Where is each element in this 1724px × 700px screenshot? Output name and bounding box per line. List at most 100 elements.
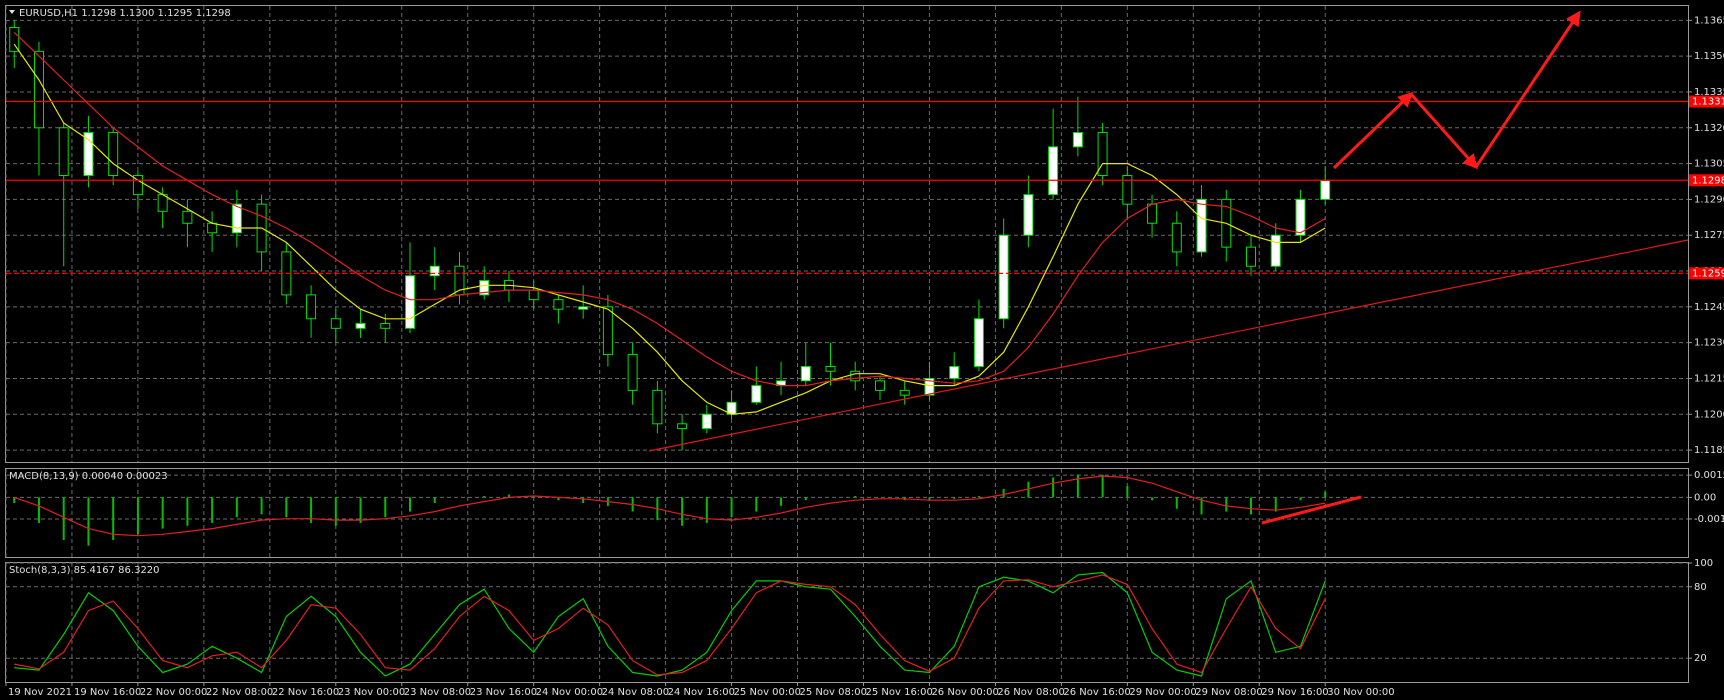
- level-price-tag: [1689, 174, 1724, 187]
- x-tick-label: 22 Nov 16:00: [272, 687, 339, 698]
- y-tick-label: 1.1290: [1694, 194, 1724, 205]
- candle-body: [132, 175, 143, 196]
- y-tick-label: 0.00157: [1694, 470, 1724, 481]
- y-tick-label: 1.1305: [1694, 159, 1724, 170]
- candle-body: [701, 413, 712, 430]
- candle-body: [677, 423, 688, 430]
- y-tick-label: 1.1335: [1694, 87, 1724, 98]
- macd-divergence-line: [1261, 495, 1362, 525]
- forecast-arrow: [1474, 10, 1581, 168]
- candle-body: [924, 377, 935, 396]
- candle-body: [182, 210, 193, 224]
- x-tick-label: 26 Nov 16:00: [1063, 687, 1130, 698]
- x-tick-label: 22 Nov 00:00: [140, 687, 207, 698]
- candle-body: [330, 318, 341, 329]
- y-tick-label: 80: [1694, 582, 1707, 593]
- y-tick-label: 100: [1694, 558, 1713, 569]
- candle-body: [553, 299, 564, 310]
- candle-body: [83, 132, 94, 177]
- candle-body: [231, 203, 242, 234]
- x-tick-label: 23 Nov 16:00: [470, 687, 537, 698]
- forecast-arrow: [1332, 91, 1414, 170]
- level-price-tag: [1689, 95, 1724, 108]
- candle-body: [1147, 203, 1158, 224]
- indicator-line: [13, 31, 1326, 387]
- candle-body: [355, 323, 366, 329]
- candle-body: [751, 385, 762, 403]
- y-tick-label: 1.1215: [1694, 373, 1724, 384]
- x-tick-label: 26 Nov 08:00: [997, 687, 1064, 698]
- level-price-label: 1.1331: [1692, 96, 1724, 107]
- candle-body: [33, 50, 44, 129]
- candle-body: [380, 323, 391, 329]
- level-price-tag: [1689, 267, 1724, 280]
- candle-body: [1196, 198, 1207, 253]
- candle-body: [1072, 132, 1083, 148]
- x-tick-label: 24 Nov 08:00: [602, 687, 669, 698]
- y-tick-label: 1.1320: [1694, 123, 1724, 134]
- candle-body: [58, 127, 69, 177]
- x-tick-label: 25 Nov 16:00: [865, 687, 932, 698]
- candle-body: [1270, 234, 1281, 267]
- candle-body: [405, 275, 416, 329]
- candle-body: [602, 306, 613, 356]
- y-tick-label: 1.1200: [1694, 409, 1724, 420]
- candle-body: [1246, 246, 1257, 267]
- candle-body: [207, 222, 218, 234]
- candle-body: [800, 366, 811, 382]
- candle-body: [850, 370, 861, 382]
- x-tick-label: 25 Nov 08:00: [800, 687, 867, 698]
- y-tick-label: 1.1275: [1694, 230, 1724, 241]
- candle-body: [874, 380, 885, 391]
- indicator-line: [14, 475, 1326, 537]
- y-tick-label: 0.00: [1694, 492, 1716, 503]
- y-tick-label: 20: [1694, 653, 1707, 664]
- level-price-label: 1.1298: [1692, 175, 1724, 186]
- y-tick-label: 1.1365: [1694, 15, 1724, 26]
- candle-body: [949, 366, 960, 379]
- x-tick-label: 29 Nov 16:00: [1261, 687, 1328, 698]
- indicator-line: [13, 43, 1326, 415]
- candle-body: [306, 294, 317, 320]
- symbol-menu-icon[interactable]: [9, 10, 15, 14]
- candle-body: [825, 366, 836, 372]
- candle-body: [627, 354, 638, 391]
- candle-body: [973, 318, 984, 368]
- candle-body: [1122, 175, 1133, 205]
- panel-title: MACD(8,13,9) 0.00040 0.00023: [9, 471, 168, 482]
- x-tick-label: 25 Nov 00:00: [734, 687, 801, 698]
- x-tick-label: 30 Nov 00:00: [1327, 687, 1394, 698]
- candle-body: [899, 389, 910, 396]
- forecast-arrow: [1409, 93, 1478, 170]
- y-tick-label: 1.1230: [1694, 338, 1724, 349]
- candle-body: [528, 289, 539, 301]
- x-tick-label: 24 Nov 00:00: [536, 687, 603, 698]
- y-tick-label: 1.1350: [1694, 51, 1724, 62]
- panel-title: EURUSD,H1 1.1298 1.1300 1.1295 1.1298: [19, 8, 231, 19]
- candle-body: [1171, 222, 1182, 253]
- indicator-line: [14, 574, 1326, 676]
- trend-line: [648, 239, 1689, 452]
- candle-body: [1023, 194, 1034, 236]
- x-tick-label: 26 Nov 00:00: [931, 687, 998, 698]
- drawings: [648, 10, 1689, 525]
- x-tick-label: 24 Nov 16:00: [668, 687, 735, 698]
- x-tick-label: 29 Nov 08:00: [1195, 687, 1262, 698]
- level-price-label: 1.1259: [1692, 268, 1724, 279]
- x-tick-label: 29 Nov 00:00: [1129, 687, 1196, 698]
- x-tick-label: 23 Nov 08:00: [404, 687, 471, 698]
- candle-body: [157, 194, 168, 212]
- candle-body: [9, 26, 20, 52]
- candle-body: [1295, 198, 1306, 236]
- candle-body: [1320, 179, 1331, 200]
- candle-body: [108, 132, 119, 177]
- candle-body: [1097, 132, 1108, 177]
- x-tick-label: 22 Nov 08:00: [206, 687, 273, 698]
- y-tick-label: 1.1245: [1694, 302, 1724, 313]
- candle-body: [1048, 146, 1059, 196]
- x-tick-label: 19 Nov 2021: [8, 687, 72, 698]
- panel-title: Stoch(8,3,3) 85.4167 86.3220: [9, 565, 160, 576]
